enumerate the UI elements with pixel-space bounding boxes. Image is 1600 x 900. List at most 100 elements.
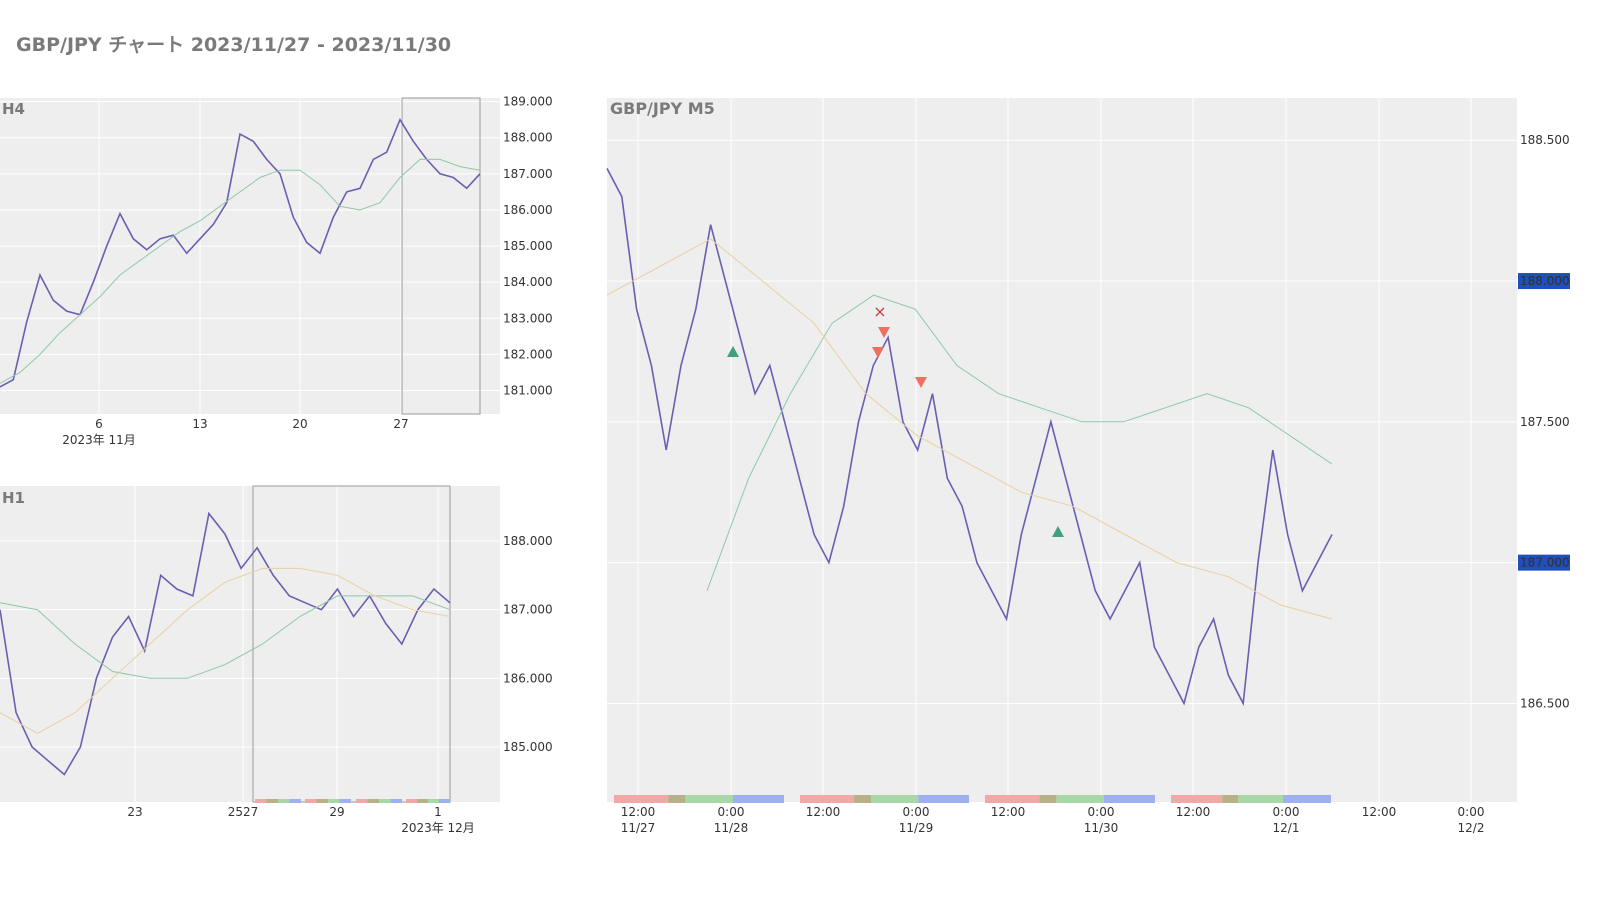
y-tick-label: 187.000: [1520, 556, 1570, 570]
y-tick-label: 187.000: [503, 167, 553, 181]
session-band: [266, 799, 278, 803]
session-band: [356, 799, 368, 803]
x-date-label: 12/1: [1273, 821, 1300, 835]
session-band: [328, 799, 340, 803]
x-tick-label: 13: [192, 417, 207, 431]
sell-marker: [878, 327, 890, 338]
price-marker-label: 187.000: [1520, 556, 1570, 570]
panel-2: [606, 98, 1570, 802]
session-band: [379, 799, 391, 803]
moving-average-line: [0, 567, 451, 734]
panel-0: [0, 97, 500, 415]
price-series-line: [0, 511, 451, 776]
y-tick-label: 187.000: [503, 603, 553, 617]
session-band: [439, 799, 450, 803]
session-band: [339, 799, 351, 803]
session-band: [289, 799, 301, 803]
x-date-label: 11/30: [1084, 821, 1119, 835]
session-band: [685, 795, 733, 803]
session-band: [367, 799, 379, 803]
x-date-label: 11/28: [714, 821, 749, 835]
sell-marker: [872, 347, 884, 358]
x-tick-label: 12:00: [1176, 805, 1211, 819]
x-tick-label: 23: [127, 805, 142, 819]
x-tick-label: 0:00: [903, 805, 930, 819]
session-band: [1238, 795, 1283, 803]
session-band: [428, 799, 439, 803]
exit-x-marker: ×: [873, 302, 886, 321]
y-tick-label: 188.000: [503, 131, 553, 145]
range-highlight-box: [401, 97, 481, 415]
panel-title: GBP/JPY M5: [610, 99, 715, 118]
session-band: [733, 795, 784, 803]
session-band: [1039, 795, 1057, 803]
session-band: [918, 795, 969, 803]
session-band: [800, 795, 855, 803]
buy-marker: [727, 346, 739, 357]
y-tick-label: 185.000: [503, 740, 553, 754]
y-tick-label: 186.000: [503, 671, 553, 685]
y-tick-label: 187.500: [1520, 415, 1570, 429]
session-band: [854, 795, 871, 803]
session-band: [614, 795, 669, 803]
y-tick-label: 186.500: [1520, 696, 1570, 710]
x-tick-label: 0:00: [1088, 805, 1115, 819]
y-tick-label: 189.000: [503, 95, 553, 109]
session-band: [406, 799, 417, 803]
panel-title: H1: [2, 489, 25, 507]
x-tick-label: 1: [434, 805, 442, 819]
x-tick-label: 12:00: [806, 805, 841, 819]
x-tick-label: 12:00: [621, 805, 656, 819]
y-tick-label: 181.000: [503, 384, 553, 398]
x-tick-label: 0:00: [718, 805, 745, 819]
moving-average-line: [0, 158, 481, 384]
moving-average-line: [606, 238, 1333, 620]
y-tick-label: 185.000: [503, 239, 553, 253]
x-tick-label: 27: [393, 417, 408, 431]
x-month-label: 2023年 12月: [401, 821, 475, 835]
session-band: [870, 795, 919, 803]
plot-area: [0, 98, 500, 414]
session-band: [417, 799, 428, 803]
session-band: [1104, 795, 1155, 803]
session-band: [1171, 795, 1223, 803]
session-band: [985, 795, 1040, 803]
plot-area: [607, 98, 1517, 802]
x-tick-label: 6: [95, 417, 103, 431]
sell-marker: [915, 377, 927, 388]
y-tick-label: 188.000: [1520, 274, 1570, 288]
session-band: [255, 799, 267, 803]
plot-area: [0, 486, 500, 802]
session-band: [305, 799, 317, 803]
x-date-label: 11/27: [621, 821, 656, 835]
y-tick-label: 188.000: [503, 534, 553, 548]
panel-title: H4: [2, 100, 25, 118]
x-tick-label: 12:00: [991, 805, 1026, 819]
session-band: [390, 799, 402, 803]
x-tick-label: 2527: [228, 805, 259, 819]
y-tick-label: 182.000: [503, 347, 553, 361]
buy-marker: [1052, 526, 1064, 537]
session-band: [1283, 795, 1331, 803]
x-tick-label: 12:00: [1362, 805, 1397, 819]
y-tick-label: 183.000: [503, 311, 553, 325]
x-date-label: 11/29: [899, 821, 934, 835]
x-tick-label: 0:00: [1458, 805, 1485, 819]
session-band: [278, 799, 290, 803]
range-highlight-box: [252, 485, 451, 803]
session-band: [668, 795, 686, 803]
panel-1: [0, 485, 500, 803]
session-band: [1222, 795, 1239, 803]
price-marker-label: 188.000: [1520, 274, 1570, 288]
price-marker-badge: [1518, 273, 1570, 290]
moving-average-line: [706, 294, 1333, 591]
session-band: [1056, 795, 1104, 803]
y-tick-label: 188.500: [1520, 133, 1570, 147]
x-tick-label: 29: [329, 805, 344, 819]
x-tick-label: 0:00: [1273, 805, 1300, 819]
y-tick-label: 184.000: [503, 275, 553, 289]
x-month-label: 2023年 11月: [62, 433, 136, 447]
x-date-label: 12/2: [1458, 821, 1485, 835]
price-series-line: [606, 168, 1333, 707]
